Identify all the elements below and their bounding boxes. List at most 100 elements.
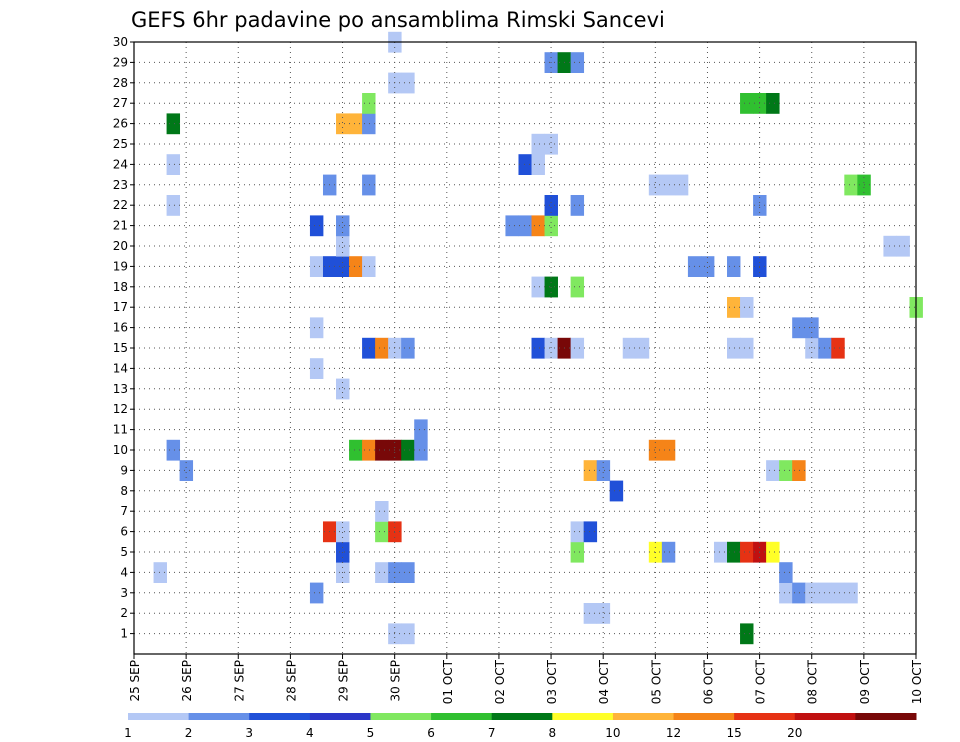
precip-cell bbox=[179, 460, 194, 481]
precip-cell bbox=[661, 541, 676, 563]
x-tick-label: 25 SEP bbox=[128, 660, 142, 702]
y-tick-label: 3 bbox=[120, 586, 128, 600]
precip-cell bbox=[336, 256, 350, 277]
precip-cell bbox=[635, 337, 650, 359]
y-tick-label: 7 bbox=[120, 504, 128, 518]
precip-cell bbox=[583, 460, 598, 481]
colorbar-segment bbox=[673, 713, 735, 720]
colorbar-segment bbox=[552, 713, 614, 720]
precip-cell bbox=[518, 154, 532, 175]
y-tick-label: 4 bbox=[120, 565, 128, 579]
precip-cell bbox=[727, 256, 741, 277]
precip-cell bbox=[309, 582, 324, 604]
x-tick-label: 05 OCT bbox=[649, 659, 663, 704]
precip-cell bbox=[362, 174, 376, 196]
colorbar-segment bbox=[370, 713, 432, 720]
colorbar-segment bbox=[612, 713, 675, 720]
y-tick-label: 22 bbox=[113, 198, 128, 212]
precip-cell bbox=[375, 501, 389, 522]
precip-cell bbox=[779, 460, 793, 481]
precip-cell bbox=[727, 337, 741, 359]
colorbar-label: 12 bbox=[666, 726, 681, 740]
precip-cell bbox=[153, 562, 167, 583]
precip-cell bbox=[740, 337, 754, 359]
precip-cell bbox=[414, 419, 428, 441]
precip-cell bbox=[883, 235, 897, 257]
precip-cell bbox=[648, 439, 663, 461]
precip-cell bbox=[661, 439, 676, 461]
colorbar-segment bbox=[855, 713, 917, 720]
precip-cell bbox=[531, 337, 545, 359]
precip-cell bbox=[401, 623, 415, 645]
precip-cell bbox=[544, 195, 558, 216]
y-tick-label: 21 bbox=[113, 219, 128, 233]
precip-cell bbox=[362, 113, 376, 135]
x-tick-label: 30 SEP bbox=[389, 660, 403, 702]
x-tick-label: 08 OCT bbox=[806, 659, 820, 704]
precip-cell bbox=[583, 521, 598, 543]
precip-cell bbox=[349, 439, 363, 461]
precip-cell bbox=[362, 337, 376, 359]
precip-cell bbox=[792, 582, 806, 604]
colorbar-label: 3 bbox=[245, 726, 253, 740]
precip-cell bbox=[766, 93, 780, 114]
precip-cell bbox=[309, 358, 324, 379]
precip-cell bbox=[700, 256, 715, 277]
colorbar-label: 1 bbox=[124, 726, 132, 740]
x-tick-label: 02 OCT bbox=[493, 659, 507, 704]
precip-cell bbox=[661, 174, 676, 196]
colorbar: 1 2 3 4 5 6 7 8 10 12 15 20 bbox=[124, 713, 917, 740]
precip-cell bbox=[609, 480, 624, 502]
y-tick-label: 14 bbox=[113, 361, 128, 375]
grid-layer bbox=[134, 42, 916, 654]
y-axis: 1234567891011121314151617181920212223242… bbox=[113, 35, 134, 641]
colorbar-segment bbox=[309, 713, 371, 720]
colorbar-segment bbox=[249, 713, 311, 720]
precip-cell bbox=[779, 582, 793, 604]
precip-cell bbox=[336, 235, 350, 257]
y-tick-label: 2 bbox=[120, 606, 128, 620]
y-tick-label: 24 bbox=[113, 157, 128, 171]
precip-cell bbox=[727, 541, 741, 563]
precip-cell bbox=[805, 337, 819, 359]
x-tick-label: 26 SEP bbox=[180, 660, 194, 702]
precip-cell bbox=[792, 317, 806, 339]
precip-cell bbox=[570, 521, 585, 543]
precip-cell bbox=[740, 623, 754, 645]
y-tick-label: 16 bbox=[113, 321, 128, 335]
precip-cell bbox=[414, 439, 428, 461]
y-tick-label: 1 bbox=[120, 627, 128, 641]
colorbar-label: 5 bbox=[367, 726, 375, 740]
precip-cell bbox=[362, 439, 376, 461]
y-tick-label: 10 bbox=[113, 443, 128, 457]
precip-cell bbox=[596, 603, 611, 624]
precip-cell bbox=[401, 562, 415, 583]
x-tick-label: 06 OCT bbox=[701, 659, 715, 704]
precip-cell bbox=[596, 460, 611, 481]
precip-cell bbox=[831, 582, 845, 604]
colorbar-segment bbox=[128, 713, 190, 720]
y-tick-label: 8 bbox=[120, 484, 128, 498]
colorbar-label: 2 bbox=[185, 726, 193, 740]
y-tick-label: 5 bbox=[120, 545, 128, 559]
precip-cell bbox=[336, 521, 350, 543]
x-tick-label: 07 OCT bbox=[754, 659, 768, 704]
precip-cell bbox=[362, 93, 376, 114]
precip-cell bbox=[570, 276, 585, 298]
precip-cell bbox=[766, 460, 780, 481]
precip-cell bbox=[336, 215, 350, 237]
precip-cell bbox=[375, 337, 389, 359]
colorbar-label: 7 bbox=[488, 726, 496, 740]
x-axis: 25 SEP 26 SEP 27 SEP 28 SEP 29 SEP 30 SEP 01 O… bbox=[128, 654, 924, 704]
precip-cell bbox=[531, 133, 545, 155]
colorbar-label: 8 bbox=[548, 726, 556, 740]
precip-cell bbox=[766, 541, 780, 563]
x-tick-label: 27 SEP bbox=[232, 660, 246, 702]
y-tick-label: 11 bbox=[113, 423, 128, 437]
precip-cell bbox=[648, 174, 663, 196]
y-tick-label: 23 bbox=[113, 178, 128, 192]
precip-cell bbox=[166, 154, 181, 175]
colorbar-label: 20 bbox=[787, 726, 802, 740]
precip-cell bbox=[740, 541, 754, 563]
